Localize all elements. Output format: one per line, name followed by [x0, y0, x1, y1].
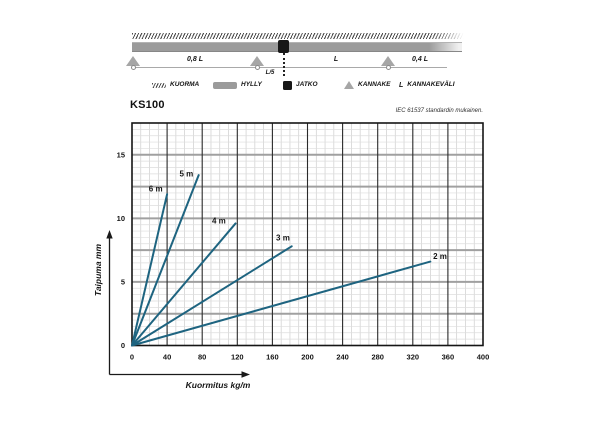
x-tick-label: 40 — [163, 353, 171, 362]
legend-label-shelf: HYLLY — [241, 80, 262, 88]
legend-item-span: L KANNAKEVÄLI — [399, 80, 455, 90]
dimension-line — [131, 67, 447, 68]
x-tick-label: 280 — [371, 353, 384, 362]
dimension-marker-left — [130, 64, 136, 70]
grid-major — [132, 123, 483, 346]
x-tick-label: 0 — [130, 353, 134, 362]
x-tick-label: 360 — [442, 353, 455, 362]
series-line-5m — [131, 174, 200, 347]
legend-item-load: KUORMA — [152, 80, 199, 90]
support-triangle-right — [381, 56, 395, 66]
x-tick-label: 320 — [407, 353, 420, 362]
legend-item-joint: JATKO — [283, 80, 318, 90]
x-tick-label: 400 — [477, 353, 490, 362]
y-tick-label: 10 — [117, 214, 125, 223]
span-letter-symbol: L — [399, 81, 404, 89]
axis-arrows: Taipuma mm Kuormitus kg/m — [93, 230, 251, 390]
dimension-label-right-span: 0,4 L — [412, 56, 428, 63]
plot-border — [131, 122, 484, 347]
y-tick-label: 15 — [117, 150, 125, 159]
y-axis-arrowhead — [106, 230, 113, 239]
series-label-4m: 4 m — [212, 216, 226, 225]
joint-dotted-line — [283, 53, 285, 76]
y-tick-label: 0 — [121, 341, 125, 350]
dimension-marker-right — [385, 64, 391, 70]
dimension-marker-middle — [254, 64, 260, 70]
joint-block — [278, 40, 289, 53]
dimension-label-mid-span: L — [333, 56, 339, 63]
x-axis-title: Kuormitus kg/m — [186, 380, 251, 390]
series-line-6m — [131, 193, 169, 347]
series-lines: 6 m 5 m 4 m 3 m 2 m — [131, 169, 447, 347]
x-tick-label: 80 — [198, 353, 206, 362]
series-line-4m — [131, 222, 237, 347]
joint-square-icon — [283, 80, 292, 90]
legend-label-span: KANNAKEVÄLI — [407, 80, 455, 88]
series-line-2m — [131, 260, 432, 347]
standard-note: IEC 61537 standardin mukainen. — [395, 108, 483, 114]
series-label-2m: 2 m — [433, 252, 447, 261]
legend-label-joint: JATKO — [296, 80, 318, 88]
dimension-label-joint-offset: L/5 — [265, 70, 275, 76]
y-tick-label: 5 — [121, 278, 125, 287]
tick-labels: 0 40 80 120 160 200 240 280 320 360 400 0 5 10 15 — [117, 150, 490, 361]
series-label-3m: 3 m — [276, 234, 290, 243]
load-hatch-icon — [152, 82, 166, 88]
y-axis-title: Taipuma mm — [93, 244, 103, 297]
x-tick-label: 240 — [336, 353, 349, 362]
series-label-6m: 6 m — [149, 185, 163, 194]
series-label-5m: 5 m — [180, 169, 194, 178]
support-triangle-left — [126, 56, 140, 66]
shelf-bar-icon — [213, 81, 237, 89]
shelf-bar — [132, 42, 462, 52]
x-tick-label: 160 — [266, 353, 279, 362]
x-axis-arrowhead — [241, 371, 250, 378]
x-tick-label: 200 — [301, 353, 314, 362]
legend-item-shelf: HYLLY — [213, 80, 262, 90]
legend-label-load: KUORMA — [170, 80, 200, 88]
page-title: KS100 — [130, 99, 165, 111]
x-tick-label: 120 — [231, 353, 244, 362]
dimension-label-left-span: 0,8 L — [187, 56, 203, 63]
legend-item-support: KANNAKE — [344, 80, 391, 90]
support-triangle-middle — [250, 56, 264, 66]
load-hatch-strip — [132, 33, 467, 39]
support-triangle-icon — [344, 81, 354, 89]
legend-label-support: KANNAKE — [358, 80, 391, 88]
series-line-3m — [131, 245, 293, 347]
